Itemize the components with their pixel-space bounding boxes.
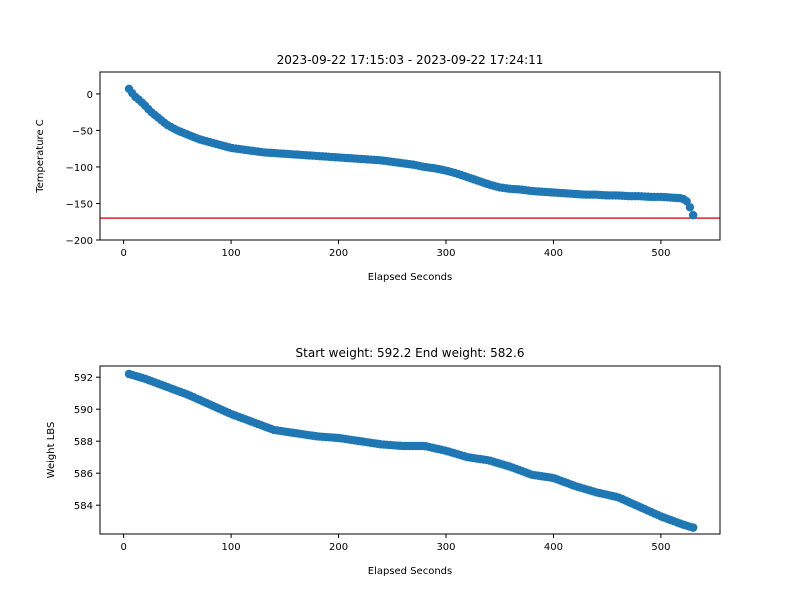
weight-chart-title: Start weight: 592.2 End weight: 582.6 bbox=[296, 346, 525, 360]
weight-plot-frame bbox=[99, 365, 721, 535]
temperature-y-tick-label: −100 bbox=[66, 163, 93, 174]
weight-x-tick-label: 0 bbox=[120, 542, 126, 553]
weight-x-tick-label: 400 bbox=[544, 542, 563, 553]
weight-marks: 0 100 200 300 400 500 584 586 588 590 592 bbox=[74, 369, 698, 553]
temperature-x-tick-label: 400 bbox=[544, 248, 563, 259]
temperature-x-tick-label: 0 bbox=[120, 248, 126, 259]
temperature-y-tick-label: −50 bbox=[72, 126, 93, 137]
temperature-marks: 0 100 200 300 400 500 0 −50 −100 −150 −200 bbox=[66, 84, 720, 259]
weight-data-point bbox=[688, 523, 698, 532]
weight-y-tick-label: 584 bbox=[74, 501, 93, 512]
temperature-chart-title: 2023-09-22 17:15:03 - 2023-09-22 17:24:1… bbox=[277, 53, 544, 67]
temperature-y-tick-label: −150 bbox=[66, 199, 93, 210]
weight-y-tick-label: 586 bbox=[74, 469, 93, 480]
temperature-y-tick-label: −200 bbox=[66, 236, 93, 247]
temperature-chart: 2023-09-22 17:15:03 - 2023-09-22 17:24:1… bbox=[35, 53, 721, 283]
temperature-x-tick-label: 100 bbox=[222, 248, 241, 259]
temperature-x-tick-label: 200 bbox=[329, 248, 348, 259]
weight-chart: Start weight: 592.2 End weight: 582.6 El… bbox=[46, 346, 721, 577]
weight-y-tick-label: 590 bbox=[74, 405, 93, 416]
temperature-plot-frame bbox=[99, 71, 721, 241]
temperature-data-point bbox=[685, 203, 695, 212]
weight-y-tick-label: 588 bbox=[74, 437, 93, 448]
temperature-x-tick-label: 500 bbox=[651, 248, 670, 259]
weight-y-axis-label: Weight LBS bbox=[46, 422, 57, 479]
temperature-data-point bbox=[688, 210, 698, 220]
weight-x-tick-label: 500 bbox=[651, 542, 670, 553]
weight-y-tick-label: 592 bbox=[74, 373, 93, 384]
weight-x-tick-label: 100 bbox=[222, 542, 241, 553]
temperature-x-tick-label: 300 bbox=[436, 248, 455, 259]
weight-x-tick-label: 300 bbox=[436, 542, 455, 553]
weight-x-axis-label: Elapsed Seconds bbox=[368, 566, 452, 577]
temperature-y-axis-label: Temperature C bbox=[35, 119, 46, 194]
temperature-y-tick-label: 0 bbox=[87, 90, 93, 101]
weight-x-tick-label: 200 bbox=[329, 542, 348, 553]
temperature-x-axis-label: Elapsed Seconds bbox=[368, 272, 452, 283]
